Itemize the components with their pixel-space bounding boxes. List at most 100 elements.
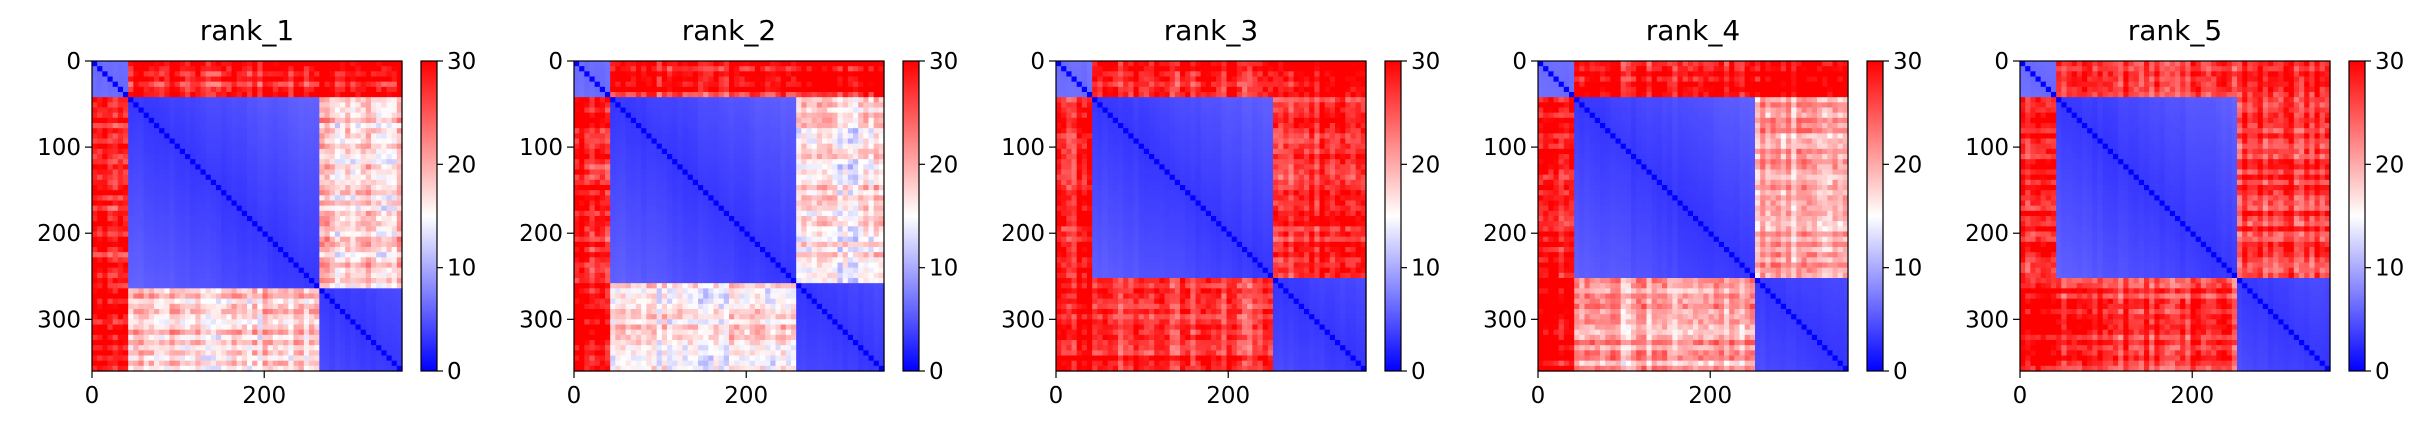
- heatmap-cell: [195, 195, 202, 202]
- heatmap-cell: [775, 128, 782, 134]
- heatmap-cell: [589, 164, 596, 171]
- heatmap-cell: [241, 360, 248, 367]
- heatmap-cell: [221, 293, 227, 300]
- heatmap-cell: [169, 102, 176, 109]
- heatmap-cell: [252, 247, 258, 253]
- heatmap-cell: [231, 272, 238, 279]
- heatmap-cell: [620, 154, 627, 160]
- heatmap-cell: [842, 164, 849, 171]
- heatmap-cell: [314, 92, 320, 98]
- heatmap-cell: [200, 241, 207, 248]
- heatmap-cell: [298, 303, 305, 310]
- heatmap-cell: [340, 288, 346, 295]
- heatmap-cell: [169, 288, 176, 295]
- heatmap-cell: [837, 97, 844, 103]
- heatmap-cell: [350, 241, 357, 248]
- heatmap-cell: [205, 241, 212, 248]
- heatmap-cell: [179, 66, 186, 72]
- heatmap-cell: [878, 112, 885, 119]
- heatmap-cell: [283, 340, 289, 346]
- heatmap-cell: [112, 241, 119, 248]
- heatmap-cell: [837, 71, 844, 78]
- heatmap-cell: [319, 241, 326, 248]
- heatmap-cell: [257, 81, 264, 88]
- heatmap-cell: [283, 117, 289, 124]
- heatmap-cell: [396, 340, 403, 346]
- heatmap-cell: [319, 221, 326, 227]
- heatmap-cell: [210, 288, 217, 295]
- heatmap-cell: [334, 138, 341, 145]
- heatmap-cell: [143, 288, 150, 295]
- heatmap-cell: [169, 71, 176, 78]
- heatmap-cell: [303, 66, 310, 72]
- heatmap-cell: [605, 174, 611, 181]
- heatmap-cell: [309, 179, 315, 186]
- heatmap-cell: [123, 92, 129, 98]
- heatmap-cell: [226, 319, 233, 326]
- heatmap-cell: [257, 97, 264, 103]
- heatmap-cell: [610, 61, 616, 67]
- heatmap-cell: [123, 195, 129, 202]
- heatmap-cell: [760, 92, 766, 98]
- heatmap-cell: [692, 97, 699, 103]
- heatmap-cell: [303, 298, 310, 305]
- heatmap-cell: [589, 148, 596, 155]
- heatmap-cell: [241, 143, 248, 150]
- heatmap-cell: [396, 86, 403, 93]
- heatmap-cell: [878, 66, 885, 72]
- heatmap-cells: [92, 61, 403, 372]
- heatmap-cell: [396, 174, 403, 181]
- heatmap-cell: [159, 200, 165, 207]
- heatmap-cell: [319, 216, 326, 222]
- heatmap-cell: [169, 314, 176, 320]
- heatmap-cell: [179, 185, 186, 191]
- heatmap-cell: [371, 283, 377, 289]
- heatmap-cell: [205, 205, 212, 212]
- heatmap-cell: [97, 148, 103, 155]
- heatmap-cell: [749, 128, 756, 134]
- heatmap-cell: [267, 97, 274, 103]
- heatmap-cell: [272, 138, 279, 145]
- heatmap-cell: [360, 267, 367, 274]
- heatmap-cell: [216, 195, 222, 202]
- heatmap-cell: [298, 71, 305, 78]
- heatmap-cell: [97, 231, 103, 238]
- heatmap-cell: [749, 123, 756, 129]
- heatmap-cell: [102, 257, 109, 264]
- heatmap-cell: [340, 174, 346, 181]
- heatmap-cell: [350, 365, 357, 372]
- heatmap-cell: [169, 117, 176, 124]
- heatmap-cell: [174, 76, 181, 83]
- heatmap-cell: [365, 262, 372, 269]
- heatmap-cell: [329, 247, 336, 253]
- heatmap-cell: [360, 252, 367, 258]
- heatmap-cell: [345, 102, 351, 109]
- heatmap-cell: [226, 241, 233, 248]
- heatmap-cell: [853, 117, 859, 124]
- heatmap-cell: [754, 76, 761, 83]
- heatmap-cell: [396, 148, 403, 155]
- heatmap-cell: [615, 133, 622, 140]
- heatmap-cell: [309, 117, 315, 124]
- heatmap-cell: [298, 123, 305, 129]
- heatmap-cell: [584, 86, 591, 93]
- heatmap-cell: [324, 365, 331, 372]
- heatmap-cell: [112, 138, 119, 145]
- heatmap-cell: [334, 66, 341, 72]
- heatmap-cell: [584, 123, 591, 129]
- heatmap-cell: [579, 61, 585, 67]
- heatmap-cell: [785, 138, 792, 145]
- heatmap-cell: [200, 179, 207, 186]
- heatmap-cell: [345, 174, 351, 181]
- heatmap-cell: [334, 231, 341, 238]
- heatmap-cell: [661, 71, 668, 78]
- heatmap-cell: [365, 319, 372, 326]
- heatmap-cell: [293, 221, 300, 227]
- heatmap-cell: [360, 293, 367, 300]
- heatmap-cell: [314, 123, 320, 129]
- heatmap-cell: [672, 97, 678, 103]
- heatmap-cell: [123, 117, 129, 124]
- heatmap-cell: [257, 252, 264, 258]
- heatmap-cell: [785, 86, 792, 93]
- heatmap-cell: [164, 267, 171, 274]
